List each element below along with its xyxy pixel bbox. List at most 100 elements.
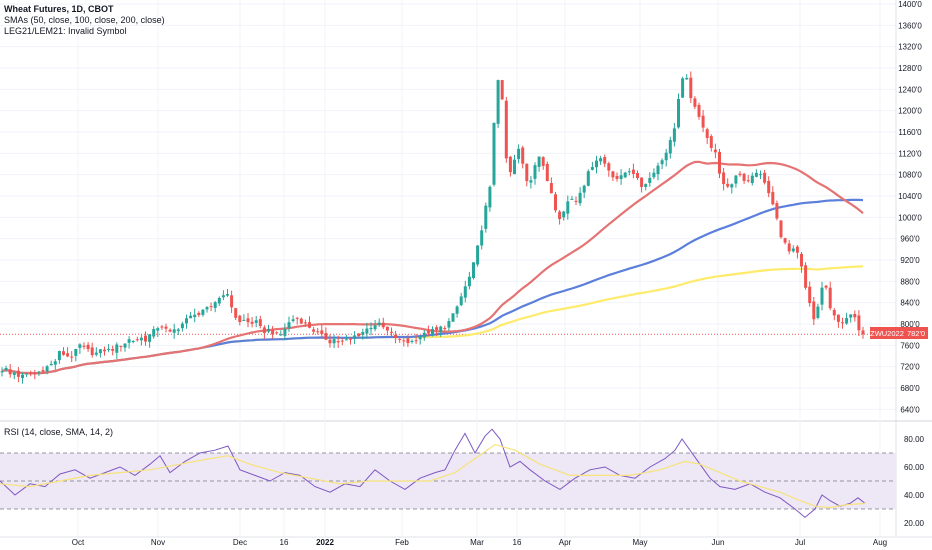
- candle-body: [320, 330, 324, 334]
- candle-body: [373, 325, 377, 330]
- candle-body: [316, 331, 320, 333]
- candle-body: [824, 285, 828, 288]
- candle-body: [123, 343, 127, 348]
- candle-body: [312, 329, 316, 332]
- candle-body: [451, 313, 455, 322]
- candle-body: [623, 172, 627, 178]
- rsi-legend[interactable]: RSI (14, close, SMA, 14, 2): [4, 427, 114, 437]
- legend-title[interactable]: Wheat Futures, 1D, CBOT: [4, 4, 114, 14]
- candle-body: [668, 140, 672, 154]
- candle-body: [78, 344, 82, 348]
- price-tick-label: 1120'0: [898, 149, 922, 158]
- candle-body: [431, 329, 434, 336]
- time-tick-label: Feb: [395, 538, 409, 547]
- rsi-sma-line: [0, 443, 866, 509]
- candle-body: [709, 136, 713, 148]
- candle-body: [86, 344, 90, 350]
- candle-body: [275, 332, 279, 334]
- sma-200-line: [1, 265, 864, 375]
- price-tick-label: 840'0: [900, 299, 920, 308]
- candle-body: [4, 367, 8, 370]
- candle-body: [463, 286, 467, 298]
- candle-body: [697, 104, 701, 117]
- candle-body: [800, 253, 803, 267]
- candle-body: [70, 356, 74, 358]
- candle-body: [262, 327, 266, 334]
- candle-body: [718, 151, 721, 174]
- candle-body: [160, 326, 164, 328]
- candle-body: [37, 371, 41, 373]
- price-tick-label: 1240'0: [898, 85, 922, 94]
- time-tick-label: 16: [280, 538, 289, 547]
- candle-body: [808, 286, 812, 304]
- candle-body: [385, 326, 389, 331]
- price-tag-value: 782'0: [907, 329, 925, 338]
- candle-body: [631, 169, 635, 174]
- candle-body: [139, 337, 143, 341]
- candle-body: [611, 171, 615, 178]
- candle-body: [455, 306, 459, 314]
- rsi-tick-label: 80.00: [904, 435, 925, 444]
- candle-body: [246, 318, 250, 323]
- candle-body: [759, 174, 762, 176]
- candle-body: [615, 175, 619, 179]
- candle-body: [135, 339, 139, 341]
- candle-body: [775, 203, 779, 219]
- candle-body: [562, 211, 566, 218]
- candle-body: [742, 173, 746, 181]
- candle-body: [168, 329, 172, 332]
- candle-body: [176, 329, 180, 332]
- candle-body: [90, 347, 94, 356]
- candle-body: [344, 339, 348, 341]
- candle-body: [627, 171, 631, 173]
- candle-body: [738, 173, 742, 176]
- time-tick-label: Dec: [233, 538, 247, 547]
- candle-body: [726, 183, 730, 187]
- candle-body: [250, 321, 254, 324]
- legend-sma[interactable]: SMAs (50, close, 100, close, 200, close): [4, 15, 165, 25]
- candle-body: [57, 351, 61, 361]
- candle-body: [558, 211, 562, 220]
- price-axis[interactable]: 640'0 680'0 720'0 760'0 800'0 840'0 880'0 920'0…: [898, 0, 922, 414]
- candle-body: [94, 352, 98, 355]
- candle-body: [566, 201, 570, 214]
- candle-body: [574, 200, 578, 202]
- candle-body: [554, 194, 557, 211]
- price-tag-symbol-box: [870, 327, 904, 339]
- price-tag-symbol: ZWU2022: [870, 329, 904, 338]
- candle-body: [209, 306, 213, 308]
- candle-body: [299, 318, 303, 324]
- time-tick-label: 2022: [316, 538, 334, 547]
- candle-body: [328, 339, 332, 344]
- time-axis[interactable]: Oct Nov Dec 16 2022 Feb Mar 16 Apr May Jun Jul Aug: [0, 536, 932, 547]
- candle-body: [221, 295, 225, 298]
- legend-invalid-symbol[interactable]: LEG21/LEM21: Invalid Symbol: [4, 26, 127, 36]
- candle-body: [767, 180, 771, 194]
- time-tick-label: Aug: [873, 538, 887, 547]
- rsi-tick-label: 20.00: [904, 519, 925, 528]
- candle-body: [258, 319, 262, 327]
- candle-body: [619, 175, 623, 180]
- candle-body: [599, 158, 603, 162]
- candle-body: [365, 328, 369, 334]
- candle-body: [537, 156, 541, 167]
- candle-body: [193, 314, 197, 318]
- candle-body: [492, 122, 496, 185]
- rsi-pane: 20.00 40.00 60.00 80.00: [0, 428, 925, 528]
- candle-body: [353, 335, 357, 339]
- price-tick-label: 640'0: [900, 405, 920, 414]
- candle-body: [226, 294, 229, 296]
- candle-body: [861, 330, 865, 335]
- candle-body: [664, 152, 668, 161]
- candle-body: [426, 330, 430, 334]
- candle-body: [197, 312, 201, 316]
- candle-body: [590, 167, 594, 170]
- candle-body: [439, 326, 443, 332]
- time-tick-label: Apr: [559, 538, 572, 547]
- current-price-tag: ZWU2022 782'0: [870, 327, 928, 339]
- candle-body: [332, 339, 336, 344]
- candle-body: [308, 322, 311, 328]
- candle-body: [41, 370, 45, 372]
- candle-body: [324, 333, 328, 340]
- price-tag-value-box: [904, 327, 928, 339]
